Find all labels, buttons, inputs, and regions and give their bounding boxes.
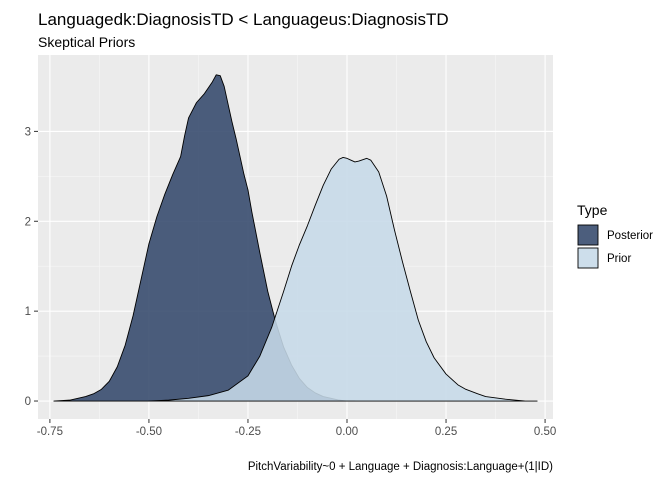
chart-caption: PitchVariability~0 + Language + Diagnosi…: [248, 461, 553, 473]
x-tick-label: -0.25: [235, 426, 261, 438]
density-series: [53, 74, 538, 402]
prior-density-area: [148, 157, 538, 402]
chart-title: Languagedk:DiagnosisTD < Languageus:Diag…: [38, 10, 449, 29]
legend-key-prior: [577, 247, 599, 269]
legend-label-posterior: Posterior: [607, 230, 653, 242]
legend: Type Posterior Prior: [577, 202, 653, 269]
x-tick-label: -0.75: [37, 426, 63, 438]
legend-title: Type: [577, 202, 608, 218]
legend-key-posterior: [577, 224, 599, 246]
y-tick-label: 3: [25, 126, 31, 138]
x-tick-label: 0.50: [534, 426, 556, 438]
y-tick-label: 0: [25, 396, 31, 408]
y-tick-label: 1: [25, 306, 31, 318]
x-tick-label: -0.50: [136, 426, 162, 438]
legend-label-prior: Prior: [607, 253, 631, 265]
chart-subtitle: Skeptical Priors: [38, 34, 135, 50]
y-tick-label: 2: [25, 216, 31, 228]
axes: -0.75 -0.50 -0.25 0.00 0.25 0.50 0 1 2 3: [25, 126, 557, 438]
x-tick-label: 0.25: [435, 426, 457, 438]
x-tick-label: 0.00: [336, 426, 358, 438]
